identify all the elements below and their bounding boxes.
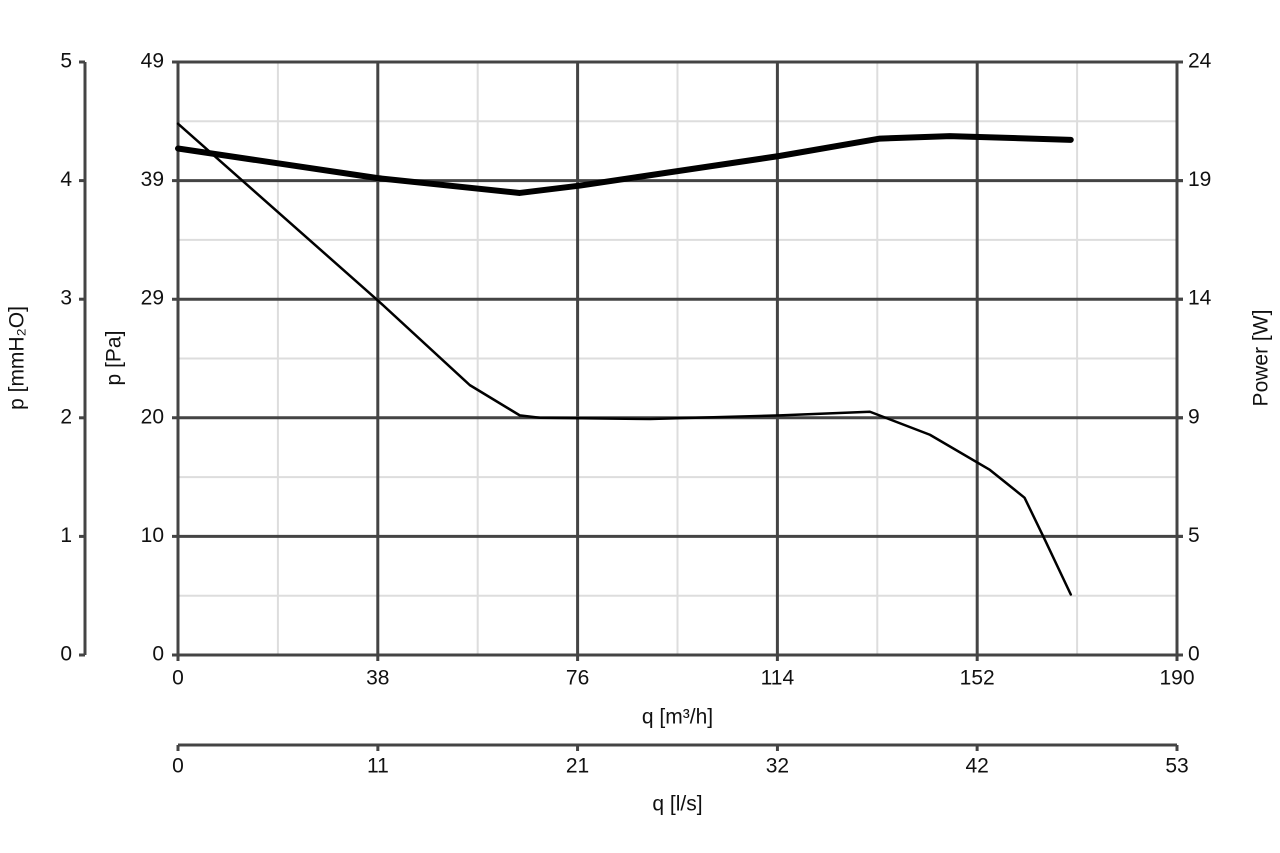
y3-tick-label: 0 bbox=[60, 643, 72, 666]
y3-tick-label: 3 bbox=[60, 287, 72, 310]
y2-tick-label: 0 bbox=[1188, 643, 1200, 666]
y-axis-title: p [Pa] bbox=[103, 331, 126, 386]
y3-tick-label: 1 bbox=[60, 524, 72, 547]
y2-tick-label: 14 bbox=[1188, 287, 1212, 310]
y2-tick-label: 19 bbox=[1188, 168, 1211, 191]
y-tick-label: 0 bbox=[152, 643, 164, 666]
x-tick-label: 38 bbox=[366, 667, 389, 690]
y-tick-label: 10 bbox=[141, 524, 164, 547]
x-tick-label: 76 bbox=[566, 667, 589, 690]
y3-tick-label: 4 bbox=[60, 168, 72, 191]
curve bbox=[176, 122, 1073, 596]
x2-tick-label: 11 bbox=[367, 755, 389, 778]
x2-tick-label: 21 bbox=[566, 755, 589, 778]
x2-axis-title: q [l/s] bbox=[652, 793, 702, 816]
x-axis-title: q [m³/h] bbox=[642, 706, 713, 729]
y3-axis-title: p [mmH₂O] bbox=[6, 306, 29, 410]
y3-tick-label: 5 bbox=[60, 50, 72, 73]
y2-tick-label: 24 bbox=[1188, 50, 1212, 73]
y2-axis-title: Power [W] bbox=[1250, 310, 1273, 407]
x2-tick-label: 0 bbox=[172, 755, 184, 778]
y2-tick-label: 5 bbox=[1188, 524, 1200, 547]
y-tick-label: 29 bbox=[141, 287, 164, 310]
x2-tick-label: 42 bbox=[965, 755, 988, 778]
y2-tick-label: 9 bbox=[1188, 405, 1200, 428]
y-tick-label: 39 bbox=[141, 168, 164, 191]
x2-tick-label: 32 bbox=[766, 755, 789, 778]
x-tick-label: 190 bbox=[1159, 667, 1194, 690]
y-tick-label: 49 bbox=[141, 50, 164, 73]
x-tick-label: 152 bbox=[960, 667, 995, 690]
x-tick-label: 0 bbox=[172, 667, 184, 690]
x2-tick-label: 53 bbox=[1165, 755, 1188, 778]
x-tick-label: 114 bbox=[761, 667, 795, 690]
curve bbox=[175, 133, 1074, 196]
y-tick-label: 20 bbox=[141, 405, 164, 428]
y3-tick-label: 2 bbox=[60, 405, 72, 428]
